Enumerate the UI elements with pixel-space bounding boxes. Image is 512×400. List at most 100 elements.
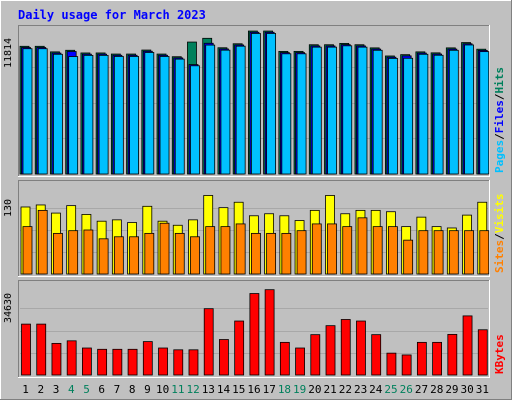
series-sites (22, 209, 490, 275)
bar-kbytes-day-20 (310, 334, 321, 376)
chart-panels: 11814Pages/Files/Hits130Sites/Visits3463… (3, 25, 506, 378)
panel-visits-sites: 130 Sites/Visits (3, 180, 506, 277)
y-max-label: 11814 (3, 38, 14, 68)
bar-sites-day-24 (372, 226, 383, 275)
bar-sites-day-10 (159, 222, 170, 275)
bar-sites-day-16 (250, 232, 261, 275)
series-axis-label-part: Files (493, 100, 506, 133)
x-tick-label: 27 (415, 383, 428, 396)
panel-kbytes: 34630 KBytes (3, 280, 506, 378)
bar-pages-day-12 (190, 65, 200, 175)
series-axis-label-part: Pages (493, 140, 506, 173)
bar-kbytes-day-6 (97, 348, 108, 376)
bar-sites-day-27 (418, 230, 429, 275)
bar-pages-day-14 (220, 49, 231, 175)
bar-kbytes-day-26 (401, 354, 412, 376)
bar-sites-day-3 (53, 232, 63, 275)
x-tick-label: 7 (114, 383, 121, 396)
bar-kbytes-day-29 (447, 333, 458, 376)
x-tick-label: 5 (83, 383, 90, 396)
bar-kbytes-day-13 (203, 308, 214, 376)
bar-sites-day-8 (129, 236, 139, 275)
bar-pages-day-16 (250, 33, 261, 175)
x-tick-label: 3 (53, 383, 60, 396)
bar-sites-day-14 (220, 226, 231, 275)
bar-kbytes-day-11 (173, 349, 184, 376)
bar-pages-day-31 (479, 51, 490, 175)
bar-kbytes-day-17 (264, 289, 275, 376)
y-max-label: 34630 (3, 293, 14, 323)
bar-sites-day-19 (296, 230, 307, 275)
bar-sites-day-7 (113, 236, 124, 275)
series-axis-label: Pages/Files/Hits (493, 67, 506, 173)
bar-kbytes-day-30 (462, 315, 473, 376)
bar-pages-day-20 (311, 46, 322, 175)
bar-pages-day-22 (342, 45, 353, 175)
bar-sites-day-26 (403, 239, 414, 275)
x-tick-label: 13 (202, 383, 215, 396)
bar-pages-day-11 (174, 58, 185, 175)
bar-kbytes-day-25 (386, 352, 397, 376)
bar-kbytes-day-8 (127, 348, 138, 376)
chart-title: Daily usage for March 2023 (18, 8, 206, 22)
x-tick-label: 1 (22, 383, 29, 396)
bar-kbytes-day-9 (142, 341, 153, 376)
x-axis-labels: 1 2 3 4 5 6 7 8 9 10 11 12 13 14 15 16 17 18 19 20 21 22 23 24 2… (22, 383, 489, 396)
x-tick-label: 17 (263, 383, 276, 396)
x-tick-label: 22 (339, 383, 352, 396)
bar-kbytes-day-10 (158, 347, 168, 376)
series-axis-label-part: Visits (493, 194, 506, 234)
bar-kbytes-day-7 (112, 348, 123, 376)
series-axis-label-part: Hits (493, 67, 506, 94)
bar-sites-day-9 (144, 232, 155, 275)
bar-kbytes-day-27 (416, 341, 427, 376)
series-axis-label: KBytes (493, 334, 506, 374)
bar-pages-day-27 (418, 53, 429, 175)
bar-pages-day-26 (403, 57, 414, 175)
bar-kbytes-day-3 (51, 342, 62, 376)
x-tick-label: 28 (430, 383, 443, 396)
bar-sites-day-20 (311, 223, 322, 275)
bar-kbytes-day-22 (340, 319, 351, 376)
bar-pages-day-8 (129, 56, 139, 175)
bar-kbytes-day-23 (356, 320, 366, 376)
bar-pages-day-30 (464, 44, 474, 175)
bar-kbytes-day-28 (432, 341, 443, 376)
bar-pages-day-18 (281, 53, 292, 175)
bar-pages-day-5 (83, 54, 94, 175)
bar-sites-day-23 (357, 217, 368, 275)
x-tick-label: 31 (476, 383, 489, 396)
bar-sites-day-22 (342, 226, 353, 275)
x-tick-label: 9 (144, 383, 151, 396)
bar-sites-day-11 (174, 232, 185, 275)
series-axis-label-part: Sites (493, 240, 506, 273)
bar-sites-day-31 (479, 230, 490, 275)
x-tick-label: 20 (308, 383, 321, 396)
bar-pages-day-9 (144, 52, 155, 175)
bar-kbytes-day-16 (249, 293, 260, 376)
x-tick-label: 25 (384, 383, 397, 396)
bar-kbytes-day-12 (188, 349, 199, 376)
bar-pages-day-17 (266, 33, 277, 175)
bar-kbytes-day-15 (234, 320, 245, 376)
bar-pages-day-29 (448, 49, 459, 175)
bar-kbytes-day-24 (371, 334, 382, 376)
bar-sites-day-17 (266, 232, 277, 275)
bar-sites-day-12 (190, 236, 200, 275)
bar-pages-day-21 (327, 46, 337, 175)
x-tick-label: 23 (354, 383, 367, 396)
bar-pages-day-3 (53, 53, 63, 175)
x-tick-label: 4 (68, 383, 75, 396)
bar-kbytes-day-1 (21, 323, 31, 376)
series-kbytes (21, 289, 488, 376)
series-axis-label: Sites/Visits (493, 194, 506, 274)
bar-sites-day-6 (98, 238, 109, 275)
bar-kbytes-day-18 (279, 341, 290, 376)
x-tick-label: 21 (324, 383, 337, 396)
series-axis-label-part: KBytes (493, 334, 506, 374)
x-tick-label: 24 (369, 383, 383, 396)
x-tick-label: 11 (171, 383, 184, 396)
series-axis-label-part: / (493, 233, 506, 240)
bar-pages-day-1 (22, 48, 33, 175)
